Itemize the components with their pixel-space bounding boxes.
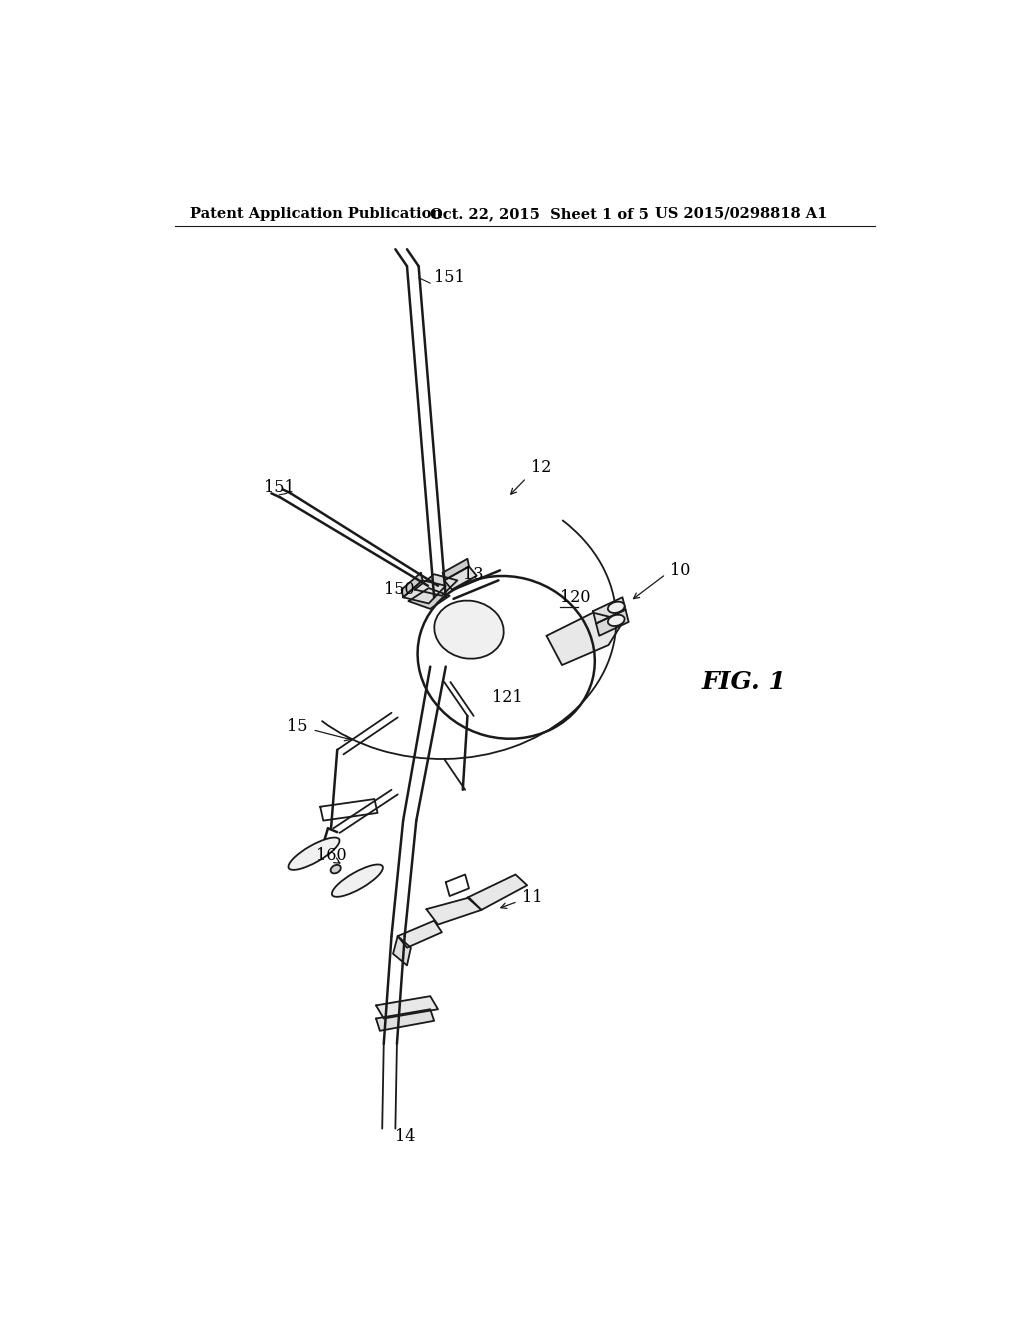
Polygon shape [593,597,626,623]
Text: 151: 151 [263,479,294,496]
Text: 15: 15 [288,718,308,735]
Text: 150: 150 [384,581,415,598]
Polygon shape [401,573,423,597]
Text: 13: 13 [463,566,483,582]
Text: 121: 121 [493,689,523,706]
Polygon shape [393,936,411,965]
Polygon shape [547,612,624,665]
Polygon shape [403,581,445,603]
Ellipse shape [332,865,383,896]
Text: 12: 12 [531,459,551,477]
Ellipse shape [608,602,625,612]
Text: Patent Application Publication: Patent Application Publication [190,207,442,220]
Text: 160: 160 [315,846,346,863]
Text: 120: 120 [560,589,591,606]
Text: 14: 14 [395,1127,416,1144]
Text: 151: 151 [434,269,465,286]
Polygon shape [415,574,458,595]
Polygon shape [467,874,527,909]
Text: 10: 10 [671,562,691,579]
Text: FIG. 1: FIG. 1 [701,671,786,694]
Ellipse shape [434,601,504,659]
Text: 11: 11 [521,890,542,906]
Polygon shape [376,997,438,1019]
Polygon shape [596,610,629,636]
Polygon shape [409,589,450,609]
Polygon shape [444,566,477,590]
Text: US 2015/0298818 A1: US 2015/0298818 A1 [655,207,827,220]
Text: Oct. 22, 2015  Sheet 1 of 5: Oct. 22, 2015 Sheet 1 of 5 [430,207,649,220]
Polygon shape [376,1010,434,1031]
Ellipse shape [608,615,625,626]
Ellipse shape [289,837,340,870]
Ellipse shape [331,865,341,874]
Polygon shape [442,558,469,581]
Polygon shape [426,898,481,924]
Polygon shape [397,921,442,948]
